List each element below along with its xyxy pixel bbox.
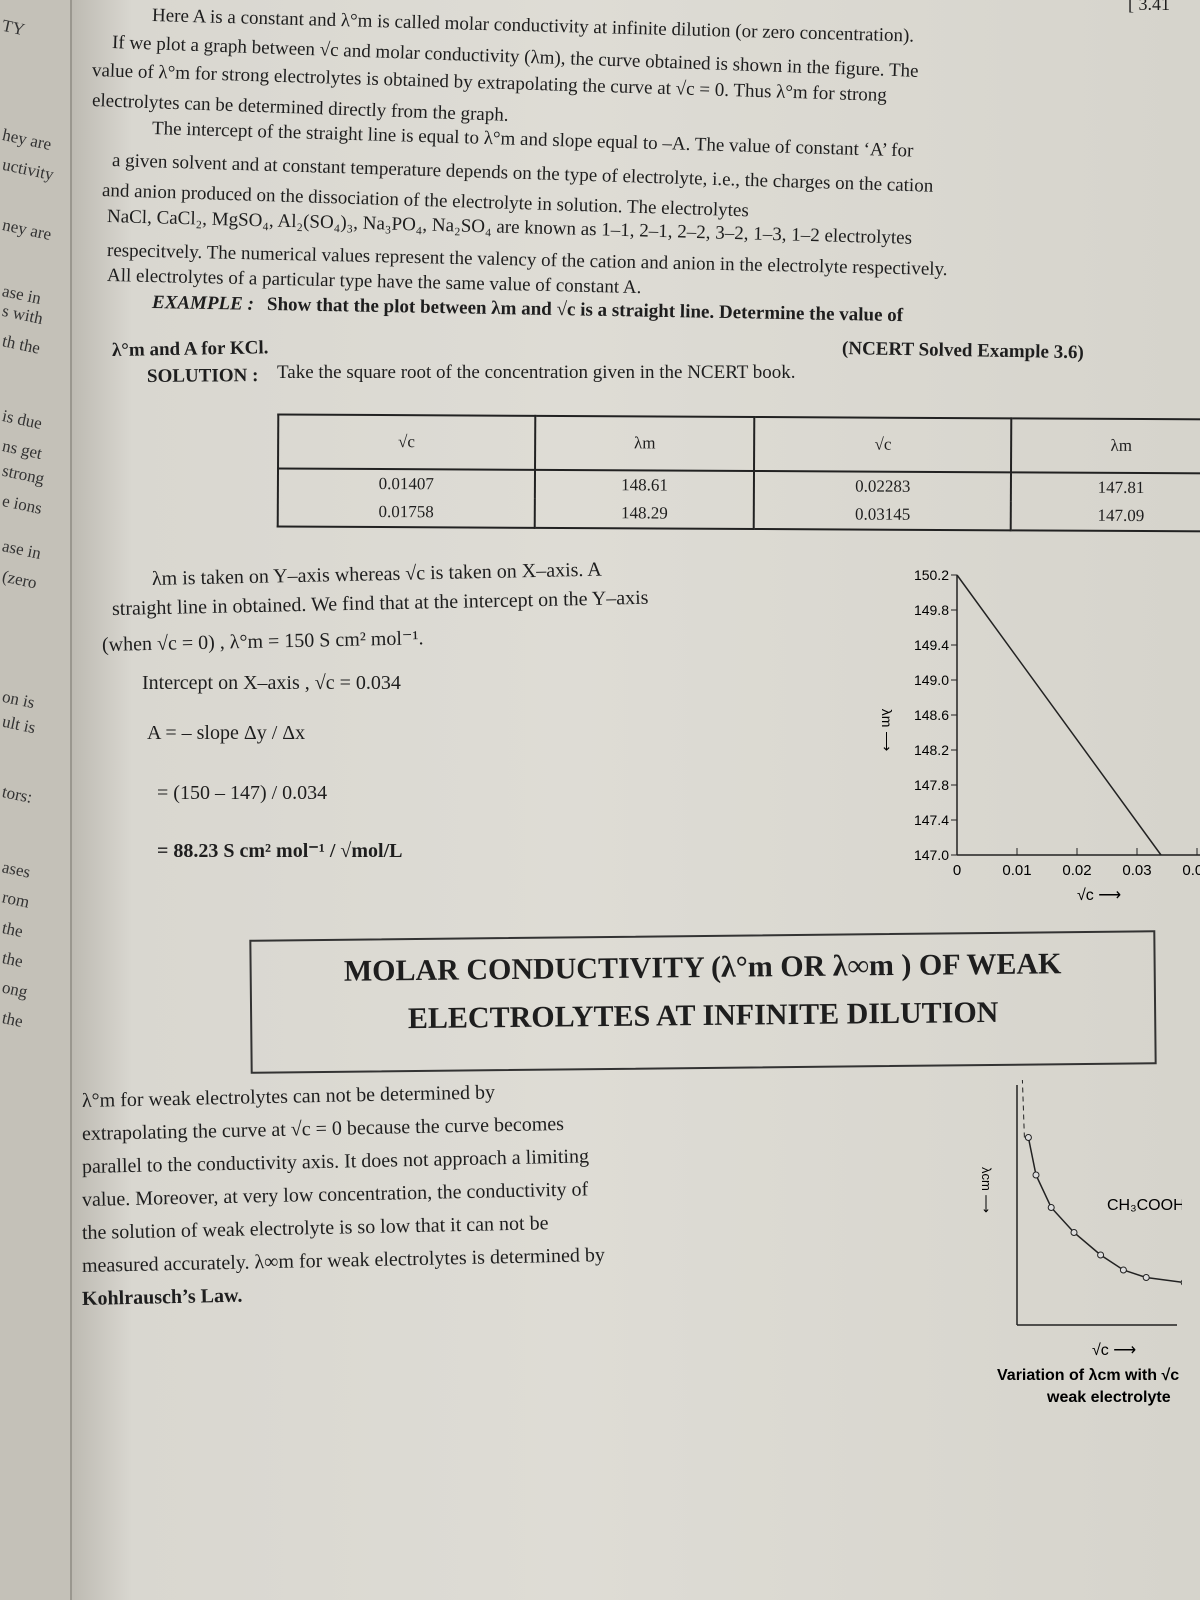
x-tick-label: 0.01 xyxy=(1002,862,1031,879)
column-header: √c xyxy=(754,417,1012,473)
solution-line: Intercept on X–axis , √c = 0.034 xyxy=(142,672,401,694)
margin-text: hey are xyxy=(0,125,54,154)
margin-text: ney are xyxy=(0,215,54,244)
y-tick-label: 148.2 xyxy=(914,742,949,758)
x-tick-label: 0 xyxy=(953,862,961,879)
solution-text: Take the square root of the concentratio… xyxy=(277,362,796,383)
y-tick-label: 148.6 xyxy=(914,707,949,723)
table-cell: 0.01407 xyxy=(277,468,535,499)
previous-page-margin: TY hey are uctivity ney are ase in s with th t… xyxy=(0,0,72,1600)
margin-text: the xyxy=(0,948,25,971)
series-label: CH₃COOH xyxy=(1107,1197,1182,1214)
data-table: √c λm √c λm 0.01407 148.61 0.02283 147.81 0.017… xyxy=(277,414,1200,533)
y-tick-label: 150.2 xyxy=(914,567,949,583)
data-point xyxy=(1047,1204,1055,1211)
margin-text: the xyxy=(0,1008,25,1031)
weak-paragraph-line: Kohlrausch’s Law. xyxy=(81,1284,243,1310)
data-point xyxy=(1032,1171,1040,1179)
data-point xyxy=(1070,1229,1078,1236)
table-cell: 0.01758 xyxy=(277,497,535,528)
margin-text: e ions xyxy=(0,491,44,518)
section-heading-line-1: MOLAR CONDUCTIVITY (λ°m OR λ∞m ) OF WEAK xyxy=(343,947,1062,988)
example-text: Show that the plot between λm and √c is … xyxy=(266,294,904,327)
solution-line: = (150 – 147) / 0.034 xyxy=(157,782,328,804)
margin-text: rom xyxy=(0,887,32,912)
margin-text: tors: xyxy=(0,782,34,807)
data-point xyxy=(1180,1279,1182,1286)
margin-text: ase in xyxy=(0,536,43,563)
margin-text: ong xyxy=(0,977,30,1002)
margin-text: is due xyxy=(0,406,44,433)
table-cell: 147.09 xyxy=(1010,501,1200,532)
margin-text: strong xyxy=(0,460,47,489)
margin-text: uctivity xyxy=(0,154,56,185)
strong-electrolyte-chart: 147.0 147.4 147.8 148.2 148.6 149.0 149.4 149.8… xyxy=(879,567,1200,904)
weak-paragraph-line: extrapolating the curve at √c = 0 becaus… xyxy=(81,1112,565,1145)
data-curve xyxy=(1027,1137,1182,1283)
solution-label: SOLUTION : xyxy=(146,365,259,387)
margin-text: on is xyxy=(0,686,37,713)
column-header: λm xyxy=(1011,418,1200,474)
y-tick-label: 149.0 xyxy=(914,672,949,688)
table-cell: 0.02283 xyxy=(754,470,1012,502)
example-text-2: λ°m and A for KCl. xyxy=(111,337,269,361)
caption-line-2: weak electrolyte xyxy=(1046,1389,1171,1406)
x-tick-label: 0.04 xyxy=(1182,862,1200,879)
margin-text: ult is xyxy=(0,711,38,738)
weak-electrolyte-chart: CH₃COOH √c ⟶ λcm ⟶ Variation of λcm with √c… xyxy=(979,1080,1182,1406)
weak-paragraph-line: the solution of weak electrolyte is so l… xyxy=(81,1212,549,1244)
x-axis-label: √c ⟶ xyxy=(1077,887,1121,904)
solution-line: λm is taken on Y–axis whereas √c is take… xyxy=(151,558,602,590)
margin-text: ases xyxy=(0,857,33,882)
table-cell: 148.61 xyxy=(534,469,755,500)
weak-paragraph-line: parallel to the conductivity axis. It do… xyxy=(81,1145,590,1178)
solution-line: (when √c = 0) , λ°m = 150 S cm² mol⁻¹. xyxy=(101,627,424,656)
data-line xyxy=(956,574,1162,856)
data-point xyxy=(1097,1251,1105,1259)
y-tick-label: 147.8 xyxy=(914,777,949,793)
x-tick-label: 0.03 xyxy=(1122,862,1151,879)
table-cell: 0.03145 xyxy=(754,499,1011,531)
solution-line: = 88.23 S cm² mol⁻¹ / √mol/L xyxy=(157,840,403,862)
caption-line-1: Variation of λcm with √c for xyxy=(997,1367,1182,1384)
margin-text: (zero xyxy=(0,566,39,593)
column-header: λm xyxy=(534,415,755,471)
y-tick-label: 149.4 xyxy=(914,637,949,653)
solution-line: A = – slope Δy / Δx xyxy=(147,722,306,744)
margin-text: ns get xyxy=(0,436,44,463)
textbook-page: [ 3.41 Here A is a constant and λ°m is c… xyxy=(72,0,1200,1600)
weak-paragraph-line: measured accurately. λ∞m for weak electr… xyxy=(81,1244,606,1277)
section-heading-line-2: ELECTROLYTES AT INFINITE DILUTION xyxy=(407,995,999,1036)
weak-paragraph-line: λ°m for weak electrolytes can not be det… xyxy=(81,1081,496,1112)
margin-text: the xyxy=(0,918,25,941)
table-row: 0.01758 148.29 0.03145 147.09 xyxy=(277,497,1200,532)
margin-text: TY xyxy=(0,15,27,40)
data-point xyxy=(1142,1274,1150,1281)
solution-line: straight line in obtained. We find that … xyxy=(111,586,649,620)
y-axis-label: λcm ⟶ xyxy=(979,1167,994,1213)
section-heading-box: MOLAR CONDUCTIVITY (λ°m OR λ∞m ) OF WEAK… xyxy=(249,930,1157,1074)
y-tick-label: 149.8 xyxy=(914,602,949,618)
example-source: (NCERT Solved Example 3.6) xyxy=(841,338,1084,364)
data-point xyxy=(1119,1266,1127,1274)
x-axis-label: √c ⟶ xyxy=(1092,1342,1136,1359)
table-cell: 147.81 xyxy=(1010,472,1200,503)
y-tick-label: 147.0 xyxy=(914,847,949,863)
x-tick-label: 0.02 xyxy=(1062,862,1091,879)
example-label: EXAMPLE : xyxy=(151,292,255,315)
column-header: √c xyxy=(278,414,535,470)
y-tick-label: 147.4 xyxy=(914,812,949,828)
weak-paragraph-line: value. Moreover, at very low concentrati… xyxy=(81,1178,589,1211)
page-number: [ 3.41 xyxy=(1128,0,1170,14)
margin-text: th the xyxy=(0,331,42,358)
data-point xyxy=(1024,1134,1032,1141)
asymptote-line xyxy=(1021,1080,1025,1138)
y-axis-label: λm ⟶ xyxy=(879,709,895,752)
table-cell: 148.29 xyxy=(534,498,755,529)
